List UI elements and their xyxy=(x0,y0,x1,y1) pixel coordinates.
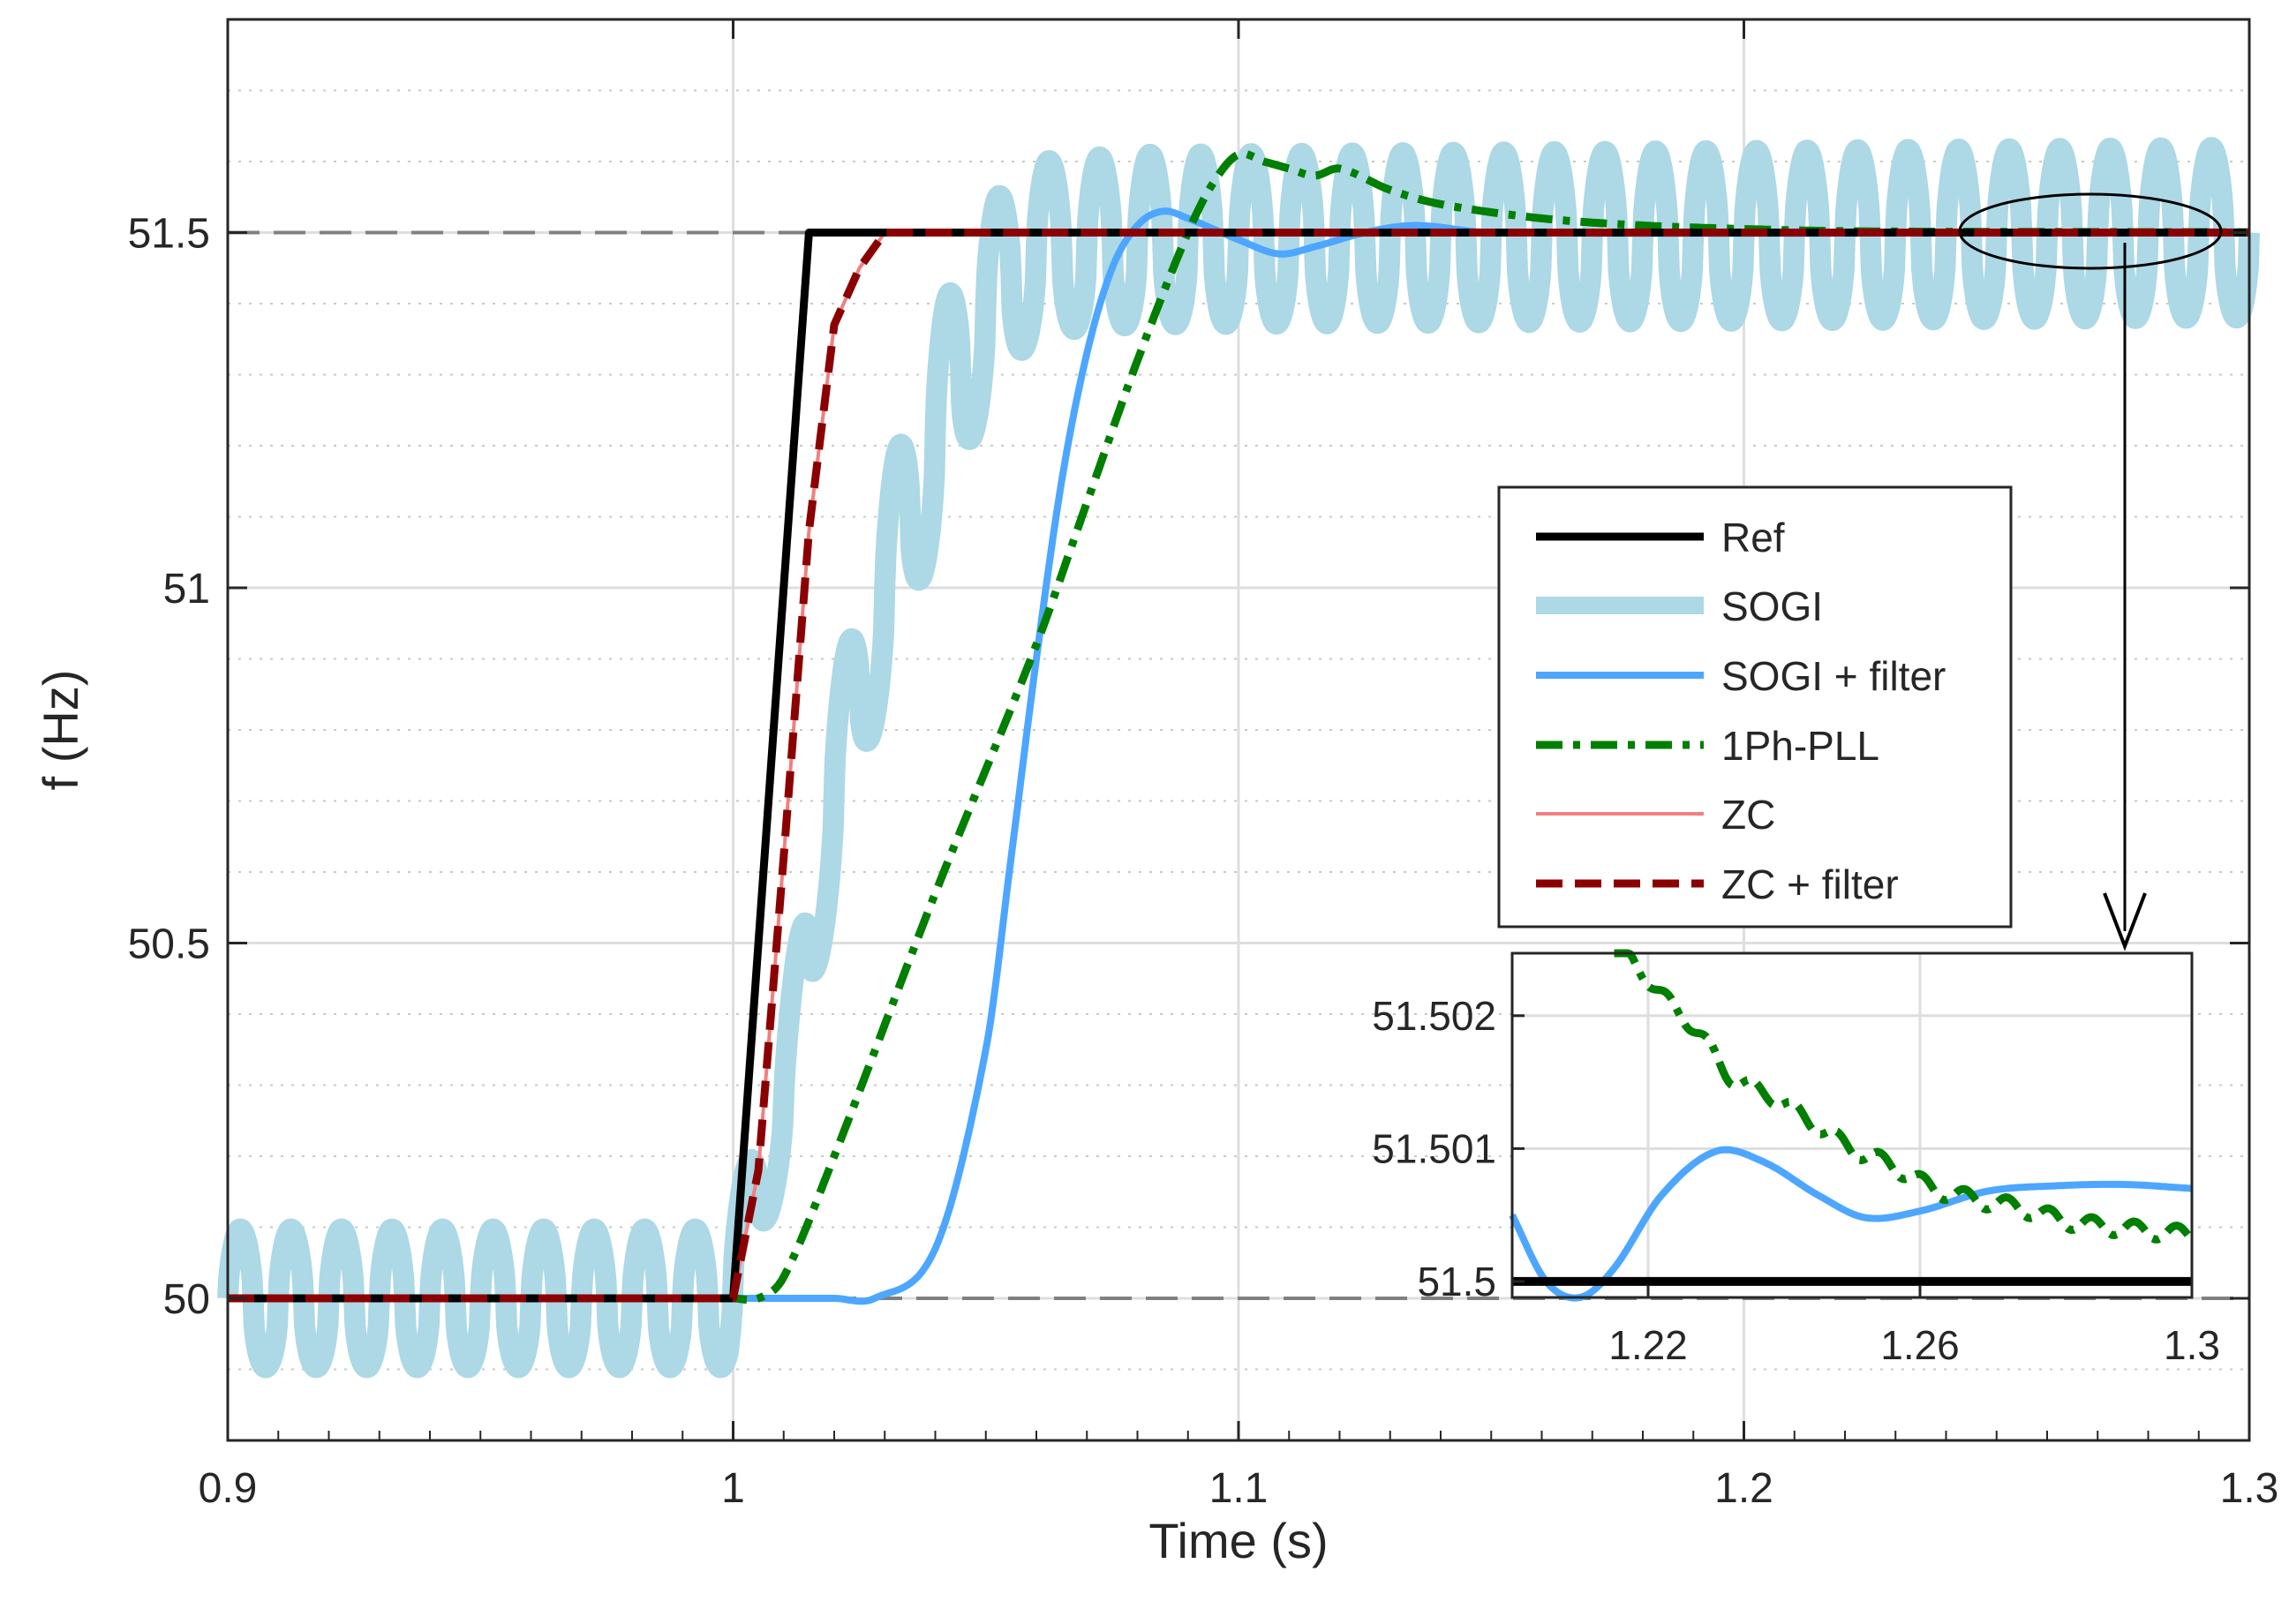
inset-zoom: 1.22 1.26 1.3 51.5 51.501 51.502 xyxy=(1372,949,2220,1368)
inset-line-sogi-filter xyxy=(1509,1146,2193,1302)
y-tick-label: 50 xyxy=(163,1276,210,1323)
y-axis-label: f (Hz) xyxy=(33,670,88,791)
legend-label-ref: Ref xyxy=(1721,515,1785,560)
inset-y-tick-label: 51.501 xyxy=(1372,1125,1496,1171)
y-axis-ticks: 50 50.5 51 51.5 xyxy=(128,211,2249,1323)
inset-frame xyxy=(1510,951,2194,1299)
series-group xyxy=(226,149,2251,1305)
x-tick-label: 1 xyxy=(721,1465,745,1512)
inset-ticks: 1.22 1.26 1.3 51.5 51.501 51.502 xyxy=(1372,993,2220,1368)
zoom-arrow-head-icon xyxy=(2103,892,2147,951)
inset-x-tick-label: 1.3 xyxy=(2164,1322,2220,1368)
y-tick-label: 51 xyxy=(163,566,210,613)
inset-y-tick-label: 51.502 xyxy=(1372,993,1496,1039)
legend: Ref SOGI SOGI + filter 1Ph-PLL ZC ZC + f… xyxy=(1497,485,2013,929)
legend-label-1ph-pll: 1Ph-PLL xyxy=(1721,723,1879,769)
x-tick-label: 1.2 xyxy=(1714,1465,1773,1512)
y-tick-label: 50.5 xyxy=(128,921,210,968)
legend-label-sogi: SOGI xyxy=(1721,583,1823,629)
series-line-zc-filter xyxy=(228,229,2249,1303)
inset-series xyxy=(1509,949,2194,1302)
x-axis-ticks: 0.9 1 1.1 1.2 1.3 xyxy=(199,19,2279,1512)
x-tick-label: 0.9 xyxy=(199,1465,258,1512)
legend-label-sogi-filter: SOGI + filter xyxy=(1721,653,1946,699)
x-tick-label: 1.3 xyxy=(2220,1465,2279,1512)
x-tick-label: 1.1 xyxy=(1209,1465,1269,1512)
legend-box xyxy=(1497,485,2013,929)
inset-x-tick-label: 1.22 xyxy=(1608,1322,1688,1368)
x-axis-label: Time (s) xyxy=(1148,1513,1328,1568)
inset-line-1ph-pll xyxy=(1613,949,2194,1244)
zoom-ellipse xyxy=(1958,192,2223,270)
inset-background xyxy=(1512,953,2192,1297)
legend-label-zc: ZC xyxy=(1721,792,1775,838)
legend-label-zc-filter: ZC + filter xyxy=(1721,861,1899,907)
y-tick-label: 51.5 xyxy=(128,211,210,258)
inset-y-tick-label: 51.5 xyxy=(1417,1259,1496,1304)
inset-x-tick-label: 1.26 xyxy=(1880,1322,1960,1368)
